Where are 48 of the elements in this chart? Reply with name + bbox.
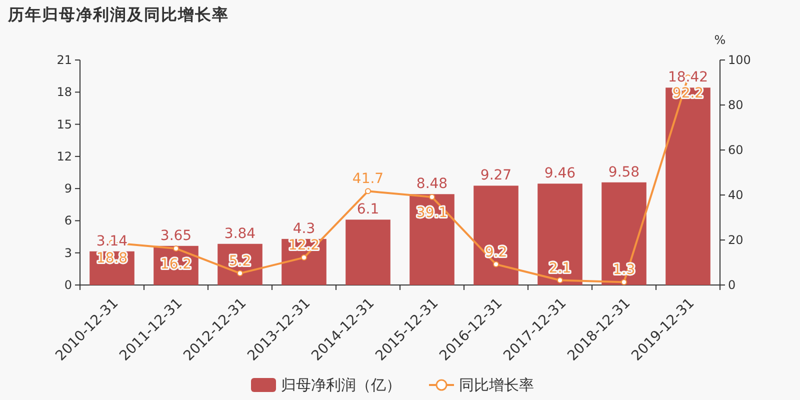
data-label: 16.2 [160,256,192,273]
y-tick-label: 21 [56,53,72,67]
chart-title: 历年归母净利润及同比增长率 [7,5,229,24]
y2-tick-label: 80 [728,98,744,112]
y-tick-label: 18 [56,85,72,100]
bar [666,88,710,285]
point [557,277,563,284]
y-tick-label: 3 [64,246,72,260]
legend-label: 归母净利润（亿） [281,376,401,394]
bar [474,186,518,285]
data-label: 9.46 [544,166,576,182]
y-tick-label: 15 [56,117,72,132]
data-label: 41.7 [352,171,384,188]
data-label: 2.1 [548,260,572,276]
bar [602,182,646,285]
y-tick-label: 0 [64,278,72,292]
bar [410,194,454,285]
point [301,254,307,261]
data-label: 4.3 [292,220,316,237]
data-label: 9.27 [480,168,512,184]
legend-label: 同比增长率 [459,376,534,394]
data-label: 5.2 [228,253,252,270]
data-label: 3.65 [160,228,192,244]
point [429,194,435,200]
bar [346,220,390,285]
y-tick-label: 6 [64,214,72,228]
data-label: 6.1 [356,202,380,218]
y2-tick-label: 60 [728,143,744,157]
y2-axis-title: % [714,33,726,47]
data-label: 9.58 [608,164,640,180]
data-label: 9.2 [484,244,508,260]
point [237,270,243,276]
y2-tick-label: 20 [728,233,744,247]
y2-tick-label: 0 [728,278,736,292]
data-label: 12.2 [288,238,320,254]
y2-tick-label: 40 [728,188,744,202]
bar [538,184,582,285]
data-label: 18.8 [96,250,128,267]
point [173,246,179,252]
y-tick-label: 12 [56,149,72,164]
data-label: 3.84 [224,226,256,242]
y2-tick-label: 100 [728,53,751,67]
data-label: 8.48 [416,176,448,192]
point [365,188,371,194]
y-tick-label: 9 [64,182,72,196]
point [621,279,627,286]
point [493,261,499,268]
data-label: 39.1 [416,205,448,222]
